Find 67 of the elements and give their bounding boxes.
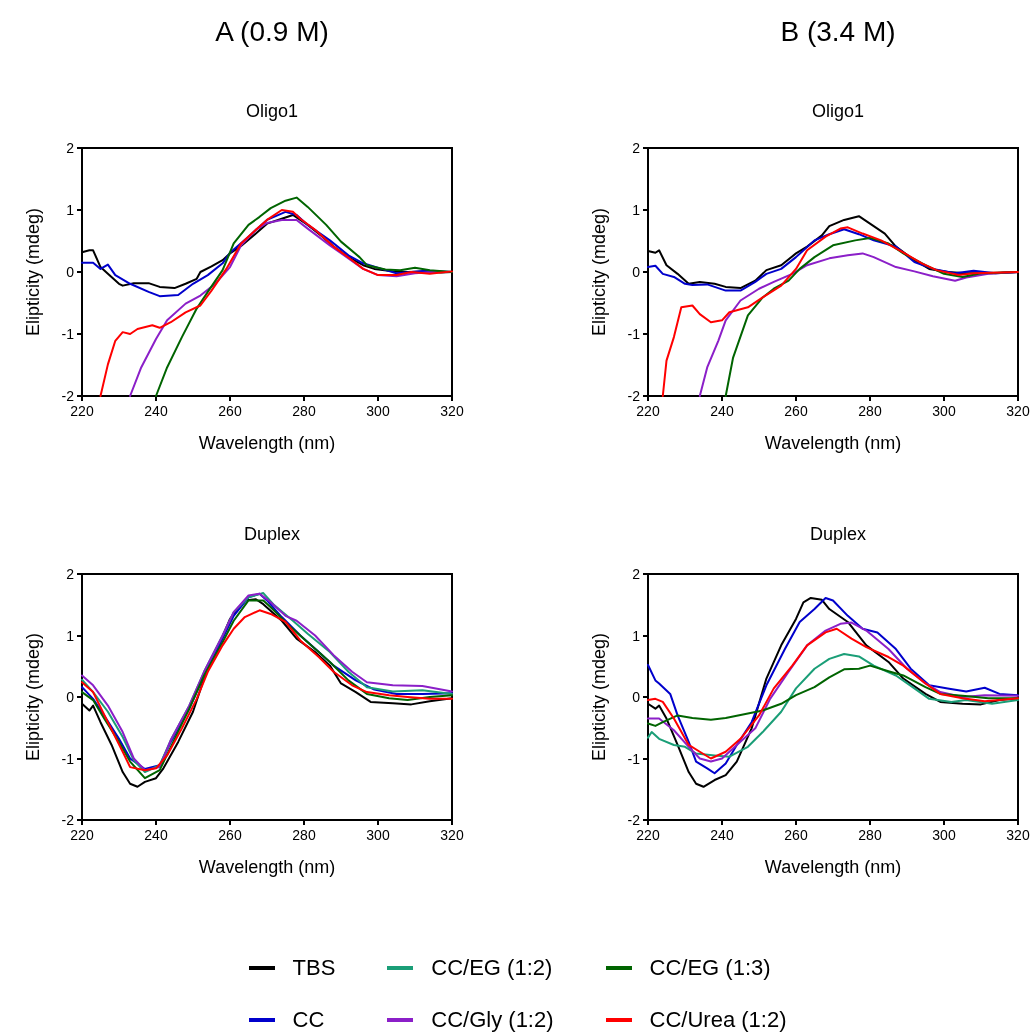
y-tick-label: 0 <box>66 264 75 280</box>
y-tick-label: 1 <box>66 627 75 644</box>
y-tick-label: 1 <box>632 627 641 644</box>
y-tick-label: -1 <box>627 326 641 342</box>
x-tick-label: 260 <box>218 827 242 843</box>
legend-label: CC/EG (1:2) <box>431 955 553 981</box>
y-tick-label: 2 <box>66 566 75 582</box>
legend-label: TBS <box>292 955 336 981</box>
x-axis-title: Wavelength (nm) <box>198 857 336 877</box>
y-tick-label: -2 <box>61 388 75 404</box>
x-tick-label: 260 <box>784 403 808 419</box>
x-tick-label: 280 <box>858 827 882 843</box>
legend-label: CC/Urea (1:2) <box>649 1007 787 1033</box>
y-tick-label: 0 <box>66 689 75 705</box>
y-axis-title: Elipticity (mdeg) <box>23 632 43 762</box>
x-tick-label: 240 <box>710 403 734 419</box>
y-tick-label: 0 <box>632 689 641 705</box>
x-tick-label: 260 <box>218 403 242 419</box>
line-series <box>155 196 453 397</box>
y-tick-label: 1 <box>632 202 641 218</box>
x-tick-label: 300 <box>932 403 956 419</box>
y-tick-label: -2 <box>627 388 641 404</box>
y-axis-title: Elipticity (mdeg) <box>589 632 609 762</box>
x-tick-label: 260 <box>784 827 808 843</box>
x-tick-label: 240 <box>710 827 734 843</box>
y-axis-title: Elipticity (mdeg) <box>589 207 609 337</box>
legend-label: CC <box>292 1007 325 1033</box>
chart-title: A (0.9 M) <box>215 15 329 47</box>
x-tick-label: 300 <box>932 827 956 843</box>
y-tick-label: -1 <box>627 750 641 767</box>
y-tick-label: -2 <box>627 812 641 828</box>
x-tick-label: 240 <box>144 403 168 419</box>
chart-subtitle: Oligo1 <box>811 101 865 121</box>
y-tick-label: 2 <box>632 566 641 582</box>
y-tick-label: -1 <box>61 750 75 767</box>
x-tick-label: 280 <box>292 403 316 419</box>
line-series <box>661 226 1019 397</box>
chart-title: Duplex <box>809 524 867 544</box>
legend-label: CC/Gly (1:2) <box>431 1007 554 1033</box>
chart-title: B (3.4 M) <box>780 15 896 47</box>
x-tick-label: 220 <box>70 827 94 843</box>
x-tick-label: 220 <box>70 403 94 419</box>
y-axis-title: Elipticity (mdeg) <box>23 207 43 337</box>
x-tick-label: 220 <box>636 827 660 843</box>
x-tick-label: 280 <box>858 403 882 419</box>
line-series <box>647 652 1019 758</box>
chart-subtitle: Oligo1 <box>245 101 299 121</box>
y-tick-label: 0 <box>632 264 641 280</box>
x-tick-label: 320 <box>1006 403 1030 419</box>
y-tick-label: -2 <box>61 812 75 828</box>
x-tick-label: 220 <box>636 403 660 419</box>
x-tick-label: 320 <box>1006 827 1030 843</box>
y-tick-label: 2 <box>632 140 641 156</box>
x-tick-label: 300 <box>366 827 390 843</box>
y-tick-label: -1 <box>61 326 75 342</box>
x-tick-label: 280 <box>292 827 316 843</box>
x-tick-label: 300 <box>366 403 390 419</box>
x-axis-title: Wavelength (nm) <box>198 433 336 453</box>
x-tick-label: 320 <box>440 403 464 419</box>
y-tick-label: 1 <box>66 202 75 218</box>
x-tick-label: 320 <box>440 827 464 843</box>
chart-title: Duplex <box>243 524 301 544</box>
legend-label: CC/EG (1:3) <box>649 955 771 981</box>
x-axis-title: Wavelength (nm) <box>764 857 902 877</box>
x-axis-title: Wavelength (nm) <box>764 433 902 453</box>
x-tick-label: 240 <box>144 827 168 843</box>
y-tick-label: 2 <box>66 140 75 156</box>
